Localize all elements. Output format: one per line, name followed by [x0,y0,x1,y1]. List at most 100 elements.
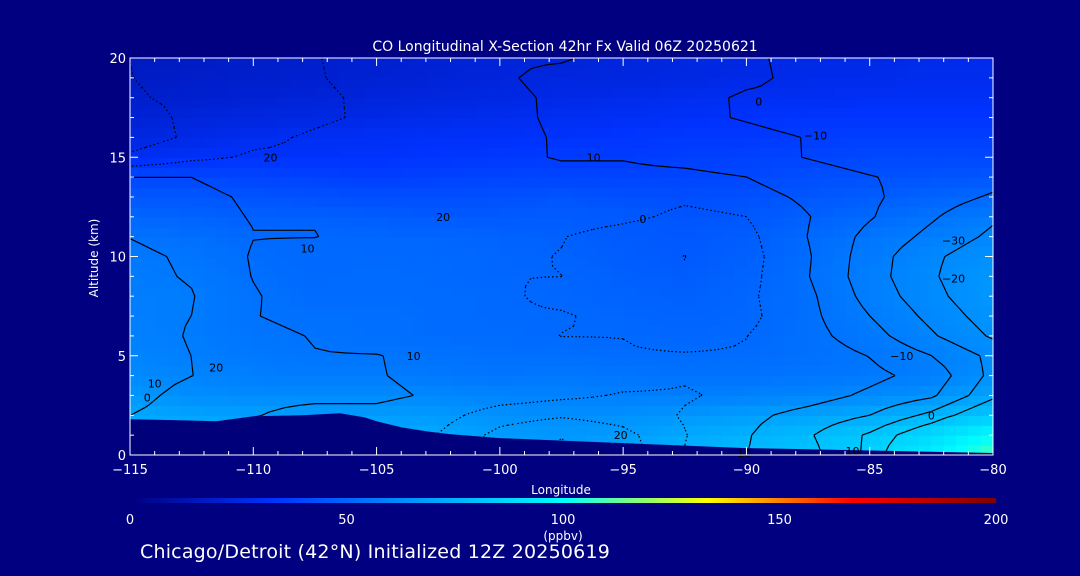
heatmap-cell [549,395,563,406]
heatmap-cell [697,177,710,188]
heatmap-cell [586,385,600,396]
heatmap-cell [598,286,612,297]
heatmap-cell [746,187,760,198]
heatmap-cell [450,326,464,337]
heatmap-cell [388,58,402,69]
heatmap-cell [771,226,784,238]
heatmap-cell [721,77,735,89]
heatmap-cell [684,236,698,248]
heatmap-cell [906,326,920,337]
heatmap-cell [204,58,217,69]
heatmap-cell [857,306,871,317]
heatmap-cell [265,67,279,79]
heatmap-cell [167,177,180,188]
heatmap-cell [956,196,969,208]
heatmap-cell [327,67,341,79]
heatmap-cell [499,395,513,406]
heatmap-cell [906,117,920,129]
heatmap-cell [499,316,513,327]
heatmap-cell [672,97,686,109]
heatmap-cell [204,187,217,198]
heatmap-cell [253,137,267,148]
heatmap-cell [462,326,476,337]
heatmap-cell [672,77,686,89]
heatmap-cell [179,107,193,119]
heatmap-cell [512,147,526,158]
heatmap-cell [450,216,464,228]
heatmap-cell [549,296,563,307]
heatmap-cell [795,326,809,337]
heatmap-cell [623,256,636,267]
heatmap-cell [339,365,353,377]
heatmap-cell [462,276,476,287]
colorbar-tick-label: 50 [338,513,355,528]
heatmap-cell [154,147,168,158]
heatmap-cell [795,107,809,119]
heatmap-cell [130,276,143,287]
heatmap-cell [364,405,378,416]
heatmap-cell [586,276,600,287]
heatmap-cell [697,296,710,307]
heatmap-cell [980,137,993,148]
heatmap-cell [536,87,550,99]
heatmap-cell [339,107,353,119]
heatmap-cell [142,127,156,138]
heatmap-cell [241,266,254,277]
heatmap-cell [573,345,587,357]
heatmap-cell [882,117,895,129]
heatmap-cell [832,58,846,69]
heatmap-cell [228,365,242,377]
heatmap-cell [820,246,834,258]
heatmap-cell [931,127,945,138]
heatmap-cell [401,256,415,267]
heatmap-cell [487,77,501,89]
heatmap-cell [142,306,156,317]
heatmap-cell [179,246,193,258]
heatmap-cell [438,355,452,367]
heatmap-cell [130,286,143,297]
heatmap-cell [314,286,328,297]
heatmap-cell [980,157,993,168]
heatmap-cell [425,117,439,129]
heatmap-cell [277,316,291,327]
heatmap-cell [783,435,797,446]
heatmap-cell [586,345,600,357]
heatmap-cell [746,375,760,387]
heatmap-cell [549,335,563,347]
heatmap-cell [142,395,156,406]
heatmap-cell [968,365,982,377]
heatmap-cell [413,206,427,218]
heatmap-cell [931,316,945,327]
heatmap-cell [968,177,982,188]
heatmap-cell [956,256,969,267]
heatmap-cell [376,206,390,218]
heatmap-cell [204,365,217,377]
heatmap-cell [130,58,143,69]
heatmap-cell [956,345,969,357]
heatmap-cell [524,316,538,327]
heatmap-cell [820,236,834,248]
heatmap-cell [265,226,279,238]
heatmap-cell [277,236,291,248]
heatmap-cell [364,326,378,337]
heatmap-cell [709,395,723,406]
heatmap-cell [549,355,563,367]
heatmap-cell [524,365,538,377]
heatmap-cell [388,345,402,357]
heatmap-cell [130,177,143,188]
heatmap-cell [734,216,747,228]
heatmap-cell [438,395,452,406]
heatmap-cell [475,147,489,158]
heatmap-cell [475,58,489,69]
heatmap-cell [388,236,402,248]
heatmap-cell [746,236,760,248]
heatmap-cell [302,405,316,416]
heatmap-cell [943,127,957,138]
heatmap-cell [647,355,661,367]
heatmap-cell [487,127,501,138]
heatmap-cell [339,326,353,337]
heatmap-cell [265,117,279,129]
heatmap-cell [919,266,932,277]
heatmap-cell [857,77,871,89]
